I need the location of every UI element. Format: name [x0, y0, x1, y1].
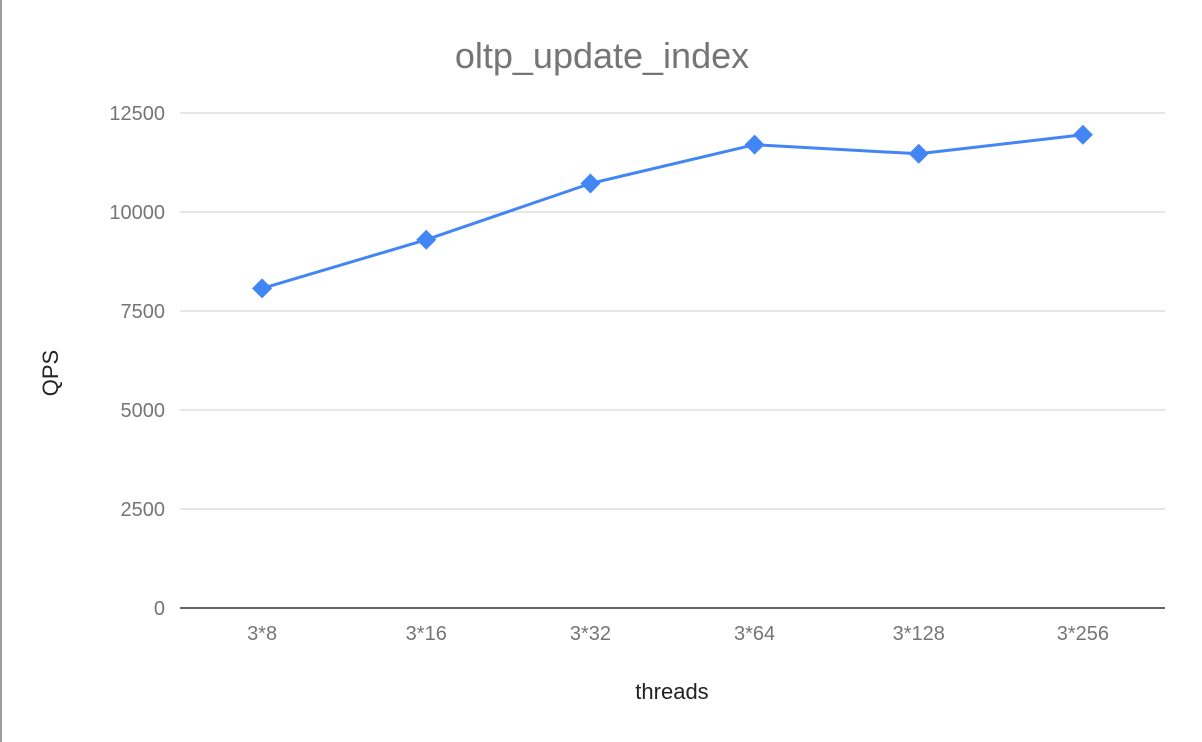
x-tick-label: 3*16 — [406, 623, 447, 645]
x-tick-label: 3*256 — [1057, 623, 1109, 645]
data-point — [416, 229, 437, 250]
gridlines — [180, 112, 1165, 609]
y-tick-label: 2500 — [121, 499, 166, 521]
x-tick-label: 3*32 — [570, 623, 611, 645]
series-group — [252, 124, 1093, 299]
y-tick-label: 0 — [154, 598, 165, 620]
window-left-border — [0, 0, 2, 742]
x-tick-label: 3*128 — [893, 623, 945, 645]
y-axis-tick-labels: 0 2500 5000 7500 10000 12500 — [109, 103, 165, 620]
y-tick-label: 12500 — [109, 103, 165, 125]
y-tick-label: 5000 — [121, 400, 166, 422]
data-point — [1072, 124, 1093, 145]
data-point — [744, 134, 765, 155]
data-point — [908, 143, 929, 164]
series-line — [261, 133, 1084, 290]
y-tick-label: 10000 — [109, 202, 165, 224]
x-tick-label: 3*8 — [247, 623, 277, 645]
chart-title: oltp_update_index — [455, 35, 749, 76]
data-point — [580, 173, 601, 194]
x-tick-label: 3*64 — [734, 623, 775, 645]
x-axis-label: threads — [635, 679, 708, 704]
x-axis-tick-labels: 3*8 3*16 3*32 3*64 3*128 3*256 — [247, 623, 1109, 645]
y-tick-label: 7500 — [121, 301, 166, 323]
data-point — [252, 278, 273, 299]
y-axis-label: QPS — [38, 350, 63, 396]
